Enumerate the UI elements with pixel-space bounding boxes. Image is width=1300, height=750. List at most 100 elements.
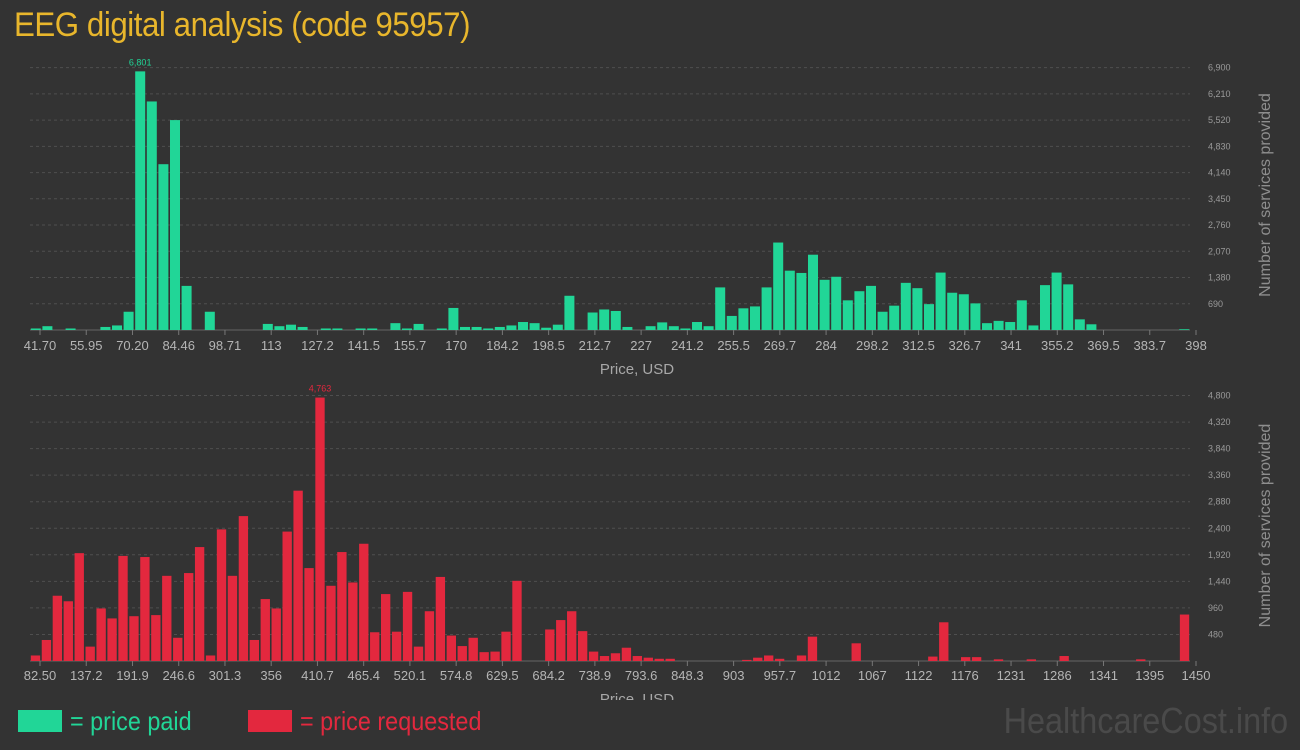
bar	[271, 608, 281, 661]
x-tick-label: 1231	[997, 668, 1026, 683]
x-tick-label: 383.7	[1133, 338, 1166, 353]
bar	[42, 326, 53, 330]
y-axis-label: Number of services provided	[1257, 93, 1274, 297]
legend-swatch-price-requested	[248, 710, 292, 732]
bar	[286, 324, 296, 330]
bar	[738, 308, 749, 330]
bar	[529, 323, 540, 330]
y-tick-label: 960	[1208, 603, 1223, 613]
bar	[216, 529, 227, 661]
x-tick-label: 1067	[858, 668, 887, 683]
bar	[370, 632, 380, 661]
y-tick-label: 480	[1208, 629, 1223, 639]
bar	[1179, 329, 1190, 330]
bar	[337, 552, 347, 661]
bar	[866, 285, 876, 330]
legend-label-price-paid: = price paid	[70, 705, 192, 736]
bar	[715, 287, 726, 330]
bar	[460, 326, 470, 330]
x-tick-label: 137.2	[70, 668, 103, 683]
legend-item-price-paid: = price paid	[18, 703, 205, 739]
x-tick-label: 465.4	[347, 668, 380, 683]
y-tick-label: 1,380	[1208, 273, 1231, 283]
bar	[774, 658, 785, 661]
bar	[135, 71, 146, 330]
bar	[380, 594, 391, 661]
y-tick-label: 2,760	[1208, 220, 1231, 230]
x-tick-label: 903	[723, 668, 745, 683]
bar	[1059, 656, 1069, 661]
bar	[1063, 284, 1074, 330]
bar	[304, 568, 314, 661]
x-tick-label: 241.2	[671, 338, 704, 353]
bar	[703, 326, 714, 330]
y-tick-label: 690	[1208, 299, 1223, 309]
y-tick-label: 2,070	[1208, 246, 1231, 256]
price-paid-chart: 690 1,380 2,070 2,760 3,450 4,140 4,830 5,520 6,…	[24, 57, 1274, 378]
x-tick-label: 410.7	[301, 668, 334, 683]
x-tick-label: 793.6	[625, 668, 658, 683]
x-tick-label: 1341	[1089, 668, 1118, 683]
x-tick-label: 141.5	[347, 338, 380, 353]
bar	[657, 322, 668, 330]
x-tick-label: 369.5	[1087, 338, 1120, 353]
x-tick-label: 98.71	[209, 338, 242, 353]
x-tick-label: 127.2	[301, 338, 334, 353]
y-tick-label: 3,840	[1208, 444, 1231, 454]
bar	[204, 311, 215, 330]
bar	[390, 323, 401, 330]
bar	[773, 242, 784, 330]
bar	[764, 655, 774, 661]
bar	[645, 326, 656, 330]
bar	[52, 595, 63, 661]
x-tick-label: 520.1	[394, 668, 427, 683]
bar	[293, 490, 303, 661]
y-tick-label: 4,800	[1208, 391, 1231, 401]
x-tick-label: 398	[1185, 338, 1207, 353]
bar	[665, 658, 675, 661]
bar	[74, 553, 84, 661]
y-tick-label: 6,210	[1208, 89, 1231, 99]
bar	[819, 279, 830, 330]
x-axis-label: Price, USD	[600, 361, 674, 378]
bar	[796, 272, 807, 330]
bar	[1179, 614, 1190, 661]
bar	[151, 615, 161, 661]
bar	[446, 635, 456, 661]
bar	[960, 657, 971, 661]
legend-item-price-requested: = price requested	[248, 703, 502, 739]
x-tick-label: 1286	[1043, 668, 1072, 683]
x-tick-label: 326.7	[949, 338, 982, 353]
bar	[541, 327, 552, 330]
bar	[742, 659, 752, 661]
bar	[807, 636, 818, 661]
bar	[391, 631, 402, 661]
x-tick-label: 246.6	[162, 668, 195, 683]
x-tick-label: 55.95	[70, 338, 103, 353]
bar	[320, 328, 331, 330]
bar	[129, 616, 139, 661]
bar	[315, 397, 325, 661]
x-tick-label: 212.7	[579, 338, 612, 353]
bar	[643, 657, 653, 661]
bar	[30, 328, 41, 330]
x-tick-label: 1450	[1182, 668, 1211, 683]
bar	[761, 287, 772, 330]
x-tick-label: 684.2	[532, 668, 565, 683]
x-tick-label: 356	[260, 668, 282, 683]
bar	[194, 547, 205, 661]
bar	[851, 643, 861, 661]
bar	[577, 631, 588, 661]
price-requested-chart: 480 960 1,440 1,920 2,400 2,880 3,360 3,840 4,32…	[24, 384, 1274, 700]
bar	[599, 656, 610, 661]
x-tick-label: 284	[815, 338, 837, 353]
bar	[65, 328, 76, 330]
bar	[326, 585, 336, 661]
bar	[982, 323, 992, 330]
bar	[435, 576, 446, 661]
bar	[958, 294, 969, 330]
x-tick-label: 848.3	[671, 668, 704, 683]
x-tick-label: 198.5	[532, 338, 565, 353]
bar	[494, 326, 505, 330]
x-tick-label: 184.2	[486, 338, 519, 353]
